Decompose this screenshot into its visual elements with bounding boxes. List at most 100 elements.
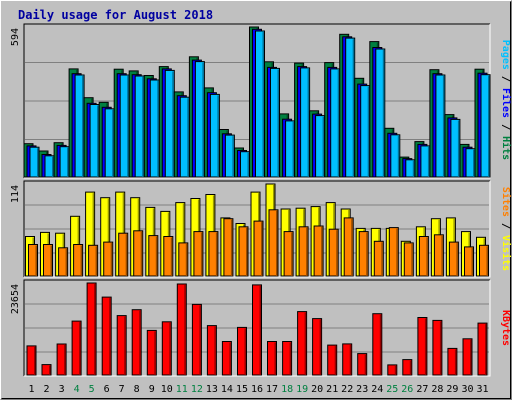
- bar-edge: [322, 116, 325, 177]
- x-tick-label: 8: [134, 384, 140, 395]
- x-tick-label: 28: [431, 384, 443, 395]
- bar-edge: [382, 50, 385, 177]
- x-tick-label: 23: [356, 384, 368, 395]
- x-tick-label: 19: [296, 384, 308, 395]
- bar-edge: [292, 121, 295, 177]
- bar-sites-day-8: [133, 230, 144, 277]
- y-max-label: 23654: [10, 284, 21, 314]
- bar-edge: [215, 232, 218, 276]
- bar-edge: [352, 39, 355, 177]
- bar-edge: [140, 231, 143, 276]
- x-tick-label: 7: [119, 384, 125, 395]
- plot-border-light: [24, 181, 491, 278]
- bar-edge: [170, 237, 173, 276]
- bar-edge: [485, 324, 487, 375]
- bar-edge: [291, 232, 293, 276]
- bar-edge: [200, 232, 203, 276]
- bar-kbytes-day-3: [56, 343, 67, 376]
- x-tick-label: 12: [191, 384, 203, 395]
- bar-edge: [351, 218, 353, 276]
- bar-kbytes-day-4: [71, 320, 82, 376]
- bar-sites-day-9: [148, 235, 159, 277]
- y-max-label: 594: [10, 28, 21, 46]
- bar-sites-day-12: [193, 231, 204, 277]
- bar-edge: [379, 314, 382, 375]
- bar-edge: [426, 237, 428, 276]
- bar-kbytes-day-18: [282, 341, 293, 376]
- bar-sites-day-20: [313, 225, 324, 277]
- bar-kbytes-day-30: [462, 338, 473, 376]
- bar-edge: [49, 365, 51, 375]
- bar-edge: [169, 322, 171, 375]
- bar-kbytes-day-16: [252, 284, 262, 376]
- x-tick-label: 11: [176, 384, 188, 395]
- bar-edge: [441, 235, 443, 276]
- bar-kbytes-day-8: [131, 309, 142, 376]
- bar-kbytes-day-31: [477, 322, 488, 376]
- bar-edge: [185, 243, 188, 276]
- bar-kbytes-day-15: [237, 326, 247, 376]
- chart-title: Daily usage for August 2018: [18, 8, 213, 22]
- legend-part: /: [500, 217, 511, 235]
- bar-edge: [110, 243, 113, 276]
- bar-sites-day-6: [103, 241, 114, 277]
- x-tick-label: 27: [416, 384, 428, 395]
- bar-edge: [92, 193, 95, 276]
- bar-edge: [230, 219, 233, 276]
- bar-edge: [304, 312, 307, 375]
- bar-sites-day-26: [403, 242, 414, 277]
- legend-part: Hits: [500, 136, 512, 160]
- bar-kbytes-day-5: [86, 282, 97, 376]
- bar-edge: [199, 305, 201, 375]
- bar-edge: [454, 349, 457, 375]
- bar-kbytes-day-22: [342, 343, 353, 376]
- bar-edge: [112, 109, 114, 177]
- x-tick-label: 4: [74, 384, 80, 395]
- bar-edge: [187, 98, 189, 177]
- bar-edge: [107, 198, 110, 276]
- bar-edge: [127, 76, 129, 177]
- bar-edge: [367, 86, 370, 177]
- x-tick-label: 16: [251, 384, 263, 395]
- legend-part: Pages: [500, 40, 511, 70]
- bar-edge: [274, 342, 276, 375]
- bar-edge: [349, 344, 352, 375]
- plot-border-dark: [23, 23, 490, 178]
- bar-edge: [229, 342, 231, 375]
- legend-part: /: [500, 70, 511, 88]
- bar-edge: [155, 236, 158, 276]
- legend-part: /: [500, 118, 511, 136]
- x-tick-label: 10: [161, 384, 173, 395]
- bar-sites-day-4: [73, 244, 84, 277]
- x-tick-label: 6: [104, 384, 110, 395]
- bar-edge: [396, 228, 398, 276]
- bar-kbytes-day-17: [267, 341, 277, 376]
- x-tick-label: 22: [341, 384, 353, 395]
- bar-sites-day-15: [238, 226, 249, 277]
- bar-sites-day-10: [163, 236, 174, 277]
- bar-edge: [202, 62, 204, 177]
- bar-sites-day-7: [118, 232, 129, 277]
- bar-edge: [337, 69, 340, 177]
- bar-sites-day-5: [88, 244, 99, 277]
- x-tick-label: 9: [149, 384, 155, 395]
- x-tick-label: 1: [28, 384, 34, 395]
- bar-edge: [124, 316, 126, 375]
- bar-edge: [142, 77, 144, 177]
- bar-edge: [50, 245, 52, 276]
- bar-edge: [306, 227, 308, 276]
- bar-edge: [336, 230, 338, 276]
- bar-kbytes-day-27: [417, 317, 428, 376]
- bar-edge: [277, 69, 279, 177]
- bar-edge: [109, 298, 111, 375]
- plot-border-light: [24, 280, 491, 377]
- bar-kbytes-day-24: [372, 313, 383, 376]
- bar-edge: [276, 210, 278, 276]
- bar-edge: [232, 136, 234, 177]
- bar-edge: [139, 310, 141, 375]
- bar-edge: [95, 246, 98, 276]
- bar-edge: [457, 120, 460, 177]
- bar-edge: [486, 246, 488, 276]
- bar-edge: [424, 318, 427, 375]
- x-tick-label: 13: [206, 384, 218, 395]
